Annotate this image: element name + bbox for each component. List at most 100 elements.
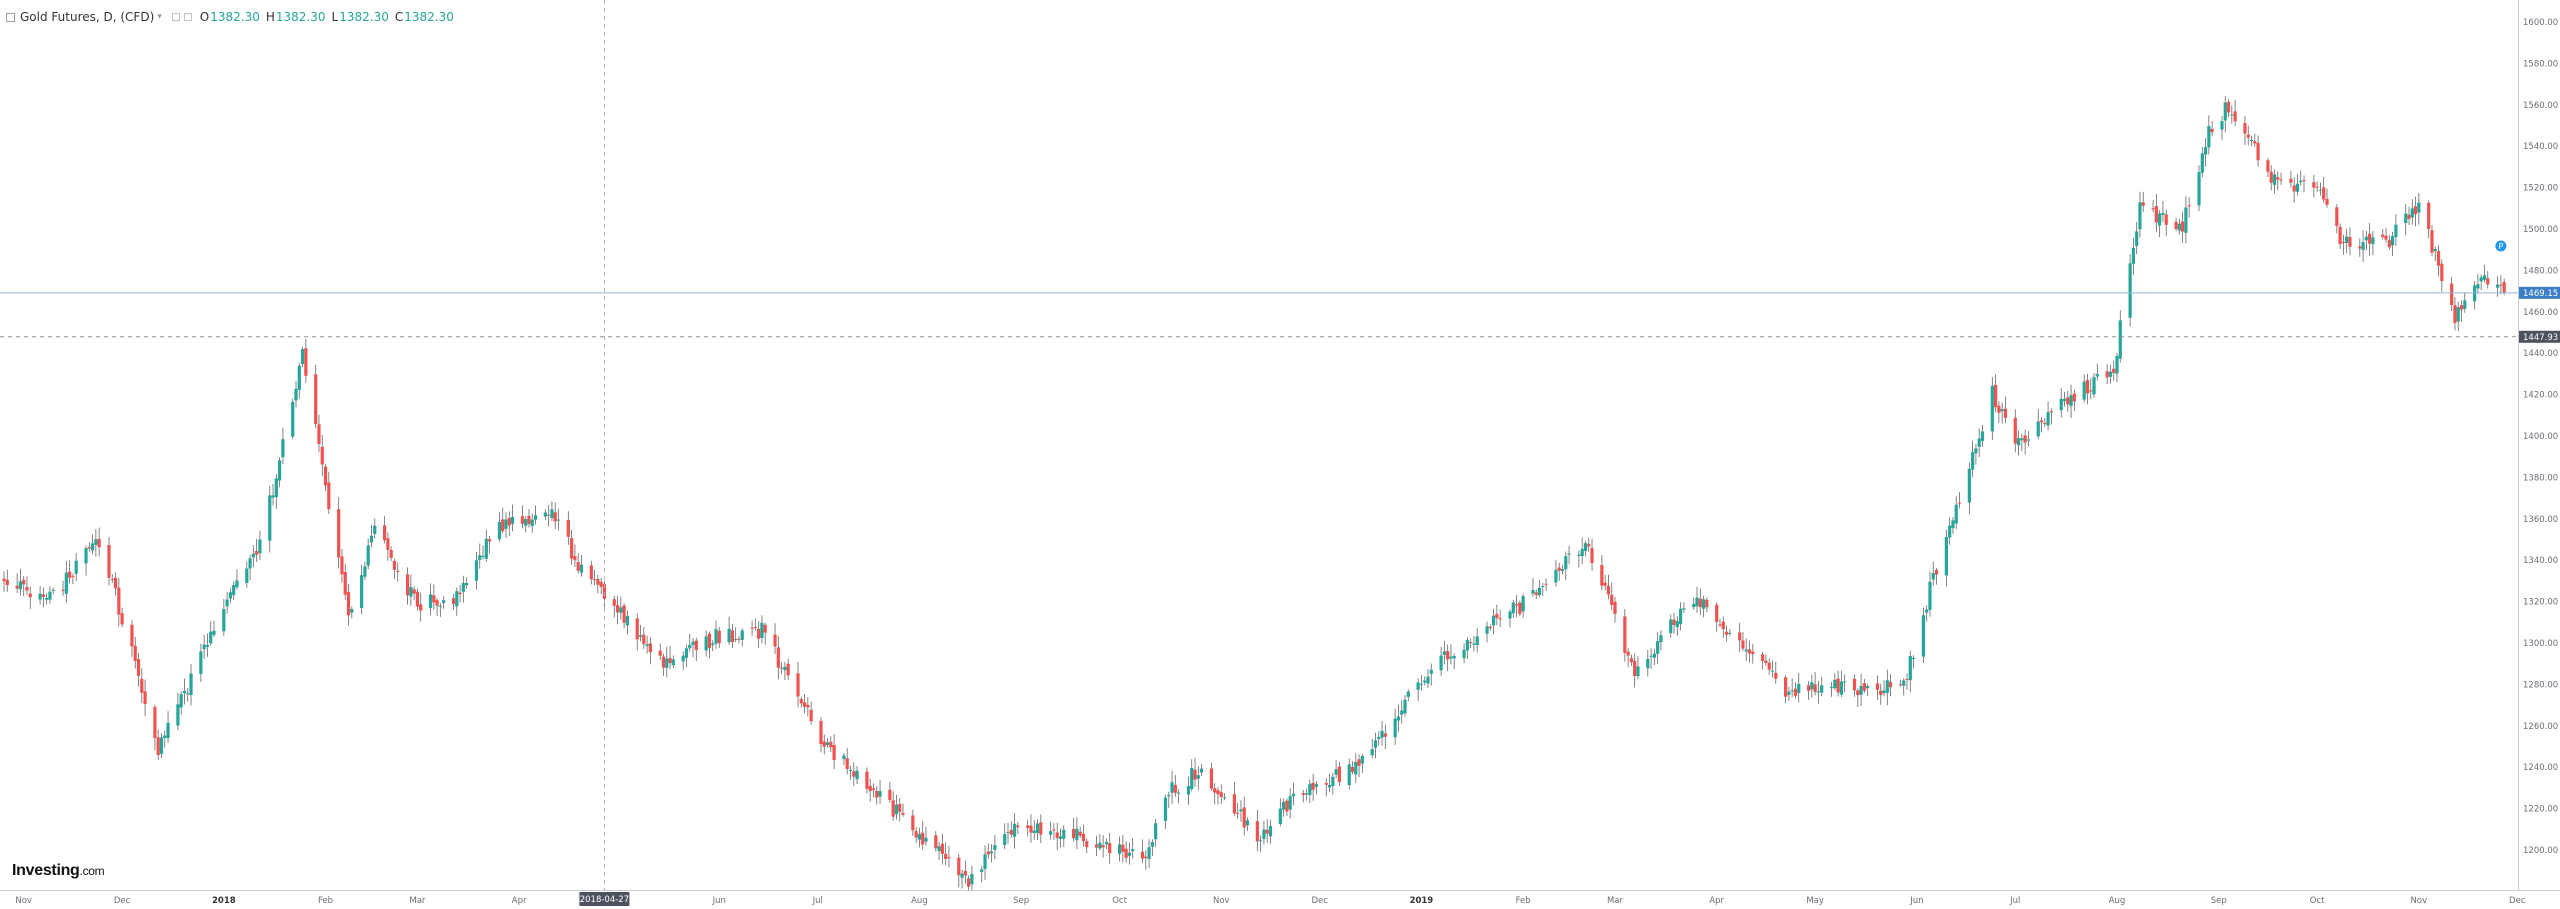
candle-body	[1304, 793, 1309, 795]
candle-body	[405, 574, 410, 596]
candle-body	[1186, 786, 1191, 795]
candle-body	[1209, 768, 1214, 789]
price-axis[interactable]: 1200.00 1220.00 1240.00 1260.00 1280.00 1300.…	[2523, 18, 2558, 856]
candle-body	[304, 348, 308, 376]
candle-body	[868, 785, 872, 792]
time-axis-background[interactable]	[0, 890, 2560, 909]
chevron-down-icon[interactable]: ▾	[157, 12, 162, 22]
collapse-icon[interactable]	[6, 12, 15, 22]
hide-icon[interactable]	[183, 13, 192, 21]
candle-body	[163, 735, 167, 738]
candle-body	[1816, 691, 1821, 693]
time-tick-label: Sep	[2211, 896, 2227, 906]
candle-body	[392, 560, 397, 570]
candle-body	[983, 854, 987, 869]
candle-body	[1911, 658, 1916, 660]
price-tick-label: 1220.00	[2523, 805, 2558, 815]
candle-body	[1331, 776, 1335, 786]
time-axis[interactable]: Nov Dec 2018 Feb Mar Apr Jun Jul Aug Sep Oct Nov Dec…	[15, 896, 2525, 906]
candle-body	[1784, 677, 1788, 697]
candle-body	[524, 519, 528, 526]
candle-body	[1259, 840, 1263, 842]
candle-body	[1738, 632, 1742, 641]
candle-body	[2210, 128, 2214, 133]
candle-body	[2095, 373, 2099, 377]
candle-body	[113, 577, 118, 589]
price-tick-label: 1340.00	[2523, 556, 2558, 566]
candle-body	[888, 789, 892, 800]
candle-body	[566, 519, 570, 537]
settings-icon[interactable]	[171, 13, 180, 21]
candle-body	[1652, 653, 1656, 658]
time-tick-label: Apr	[512, 896, 527, 906]
candle-body	[2141, 202, 2145, 206]
candle-body	[320, 446, 324, 465]
candle-body	[478, 555, 482, 560]
candle-body	[1715, 604, 1719, 622]
candle-body	[855, 770, 859, 780]
candle-body	[2249, 139, 2254, 141]
candle-body	[1728, 632, 1732, 634]
candle-body	[2436, 250, 2441, 266]
candle-body	[1462, 649, 1466, 659]
candle-body	[1974, 448, 1978, 454]
candle-body	[796, 673, 800, 697]
candle-body	[2128, 263, 2132, 318]
price-tick-label: 1260.00	[2523, 722, 2558, 732]
candle-body	[435, 600, 439, 606]
candle-body	[2197, 172, 2201, 206]
candle-body	[947, 857, 951, 859]
candle-body	[750, 627, 754, 629]
candle-body	[2299, 180, 2303, 183]
candle-body	[1993, 384, 1998, 408]
time-tick-label: 2019	[1410, 896, 1434, 906]
candle-body	[2279, 179, 2283, 181]
candle-body	[179, 694, 183, 708]
candle-body	[1554, 569, 1558, 583]
candle-body	[1898, 684, 1903, 686]
candle-body	[487, 539, 492, 542]
candle-body	[497, 521, 502, 540]
candle-body	[556, 519, 561, 521]
candle-body	[625, 615, 629, 626]
candle-body	[957, 857, 961, 876]
plot-background[interactable]	[0, 0, 2520, 890]
candle-body	[1557, 567, 1561, 571]
candle-body	[1452, 656, 1456, 659]
candle-body	[924, 837, 928, 842]
candle-body	[1646, 658, 1650, 669]
candle-body	[15, 585, 19, 589]
candle-body	[2230, 114, 2234, 116]
candle-body	[704, 636, 708, 651]
price-tick-label: 1400.00	[2523, 432, 2558, 442]
candle-body	[432, 595, 436, 603]
candle-body	[1744, 649, 1748, 652]
candle-body	[2276, 177, 2280, 180]
candle-body	[1406, 691, 1410, 697]
candle-body	[1485, 626, 1489, 634]
candle-body	[1104, 842, 1109, 845]
candle-body	[1469, 642, 1473, 644]
candle-body	[1511, 602, 1515, 614]
price-axis-background[interactable]	[2518, 0, 2560, 909]
candle-body	[386, 538, 390, 550]
candle-body	[1633, 660, 1637, 677]
candle-body	[136, 659, 141, 676]
candle-body	[1085, 841, 1089, 848]
candle-body	[1790, 690, 1794, 692]
ohlc-open: O1382.30	[199, 10, 260, 24]
event-marker-label: P	[2498, 242, 2503, 251]
symbol-title[interactable]: Gold Futures, D, (CFD)	[20, 10, 155, 24]
candle-body	[461, 582, 465, 592]
candle-body	[599, 581, 603, 587]
candle-body	[1934, 569, 1939, 575]
candle-body	[780, 667, 784, 669]
candle-body	[1839, 681, 1843, 695]
candle-body	[1062, 829, 1066, 839]
candle-body	[1761, 654, 1765, 662]
candle-body	[2345, 236, 2349, 243]
candle-body	[579, 564, 584, 573]
time-tick-label: Nov	[1213, 896, 1230, 906]
